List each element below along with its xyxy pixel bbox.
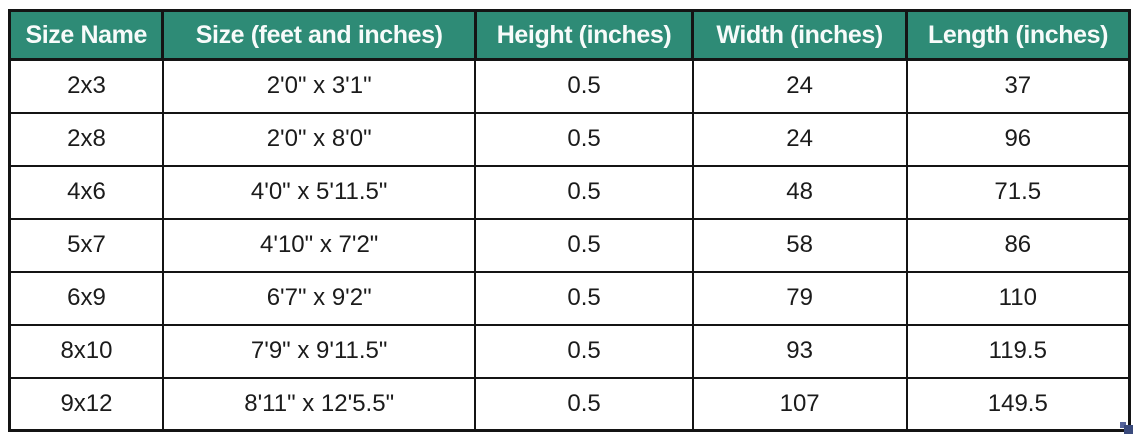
table-cell: 8x10 bbox=[8, 323, 164, 379]
table-cell: 2'0" x 8'0" bbox=[161, 111, 477, 167]
column-header-height: Height (inches) bbox=[473, 9, 695, 61]
table-cell: 4x6 bbox=[8, 164, 164, 220]
resize-handle-corner bbox=[1124, 425, 1133, 434]
table-cell: 110 bbox=[905, 270, 1131, 326]
table-cell: 2x3 bbox=[8, 58, 164, 114]
table-cell: 0.5 bbox=[474, 376, 694, 432]
table-cell: 48 bbox=[691, 164, 908, 220]
table-cell: 107 bbox=[691, 376, 908, 432]
table-cell: 4'0" x 5'11.5" bbox=[161, 164, 477, 220]
table-cell: 4'10" x 7'2" bbox=[161, 217, 477, 273]
table-cell: 71.5 bbox=[905, 164, 1131, 220]
table-cell: 0.5 bbox=[474, 323, 694, 379]
table-cell: 7'9" x 9'11.5" bbox=[161, 323, 477, 379]
table-cell: 119.5 bbox=[905, 323, 1131, 379]
rug-size-table: Size Name Size (feet and inches) Height … bbox=[7, 9, 1131, 432]
table-cell: 6'7" x 9'2" bbox=[161, 270, 477, 326]
table-row: 8x10 7'9" x 9'11.5" 0.5 93 119.5 bbox=[8, 323, 1131, 379]
table-cell: 0.5 bbox=[474, 270, 694, 326]
table-row: 2x3 2'0" x 3'1" 0.5 24 37 bbox=[8, 58, 1131, 114]
table-cell: 2x8 bbox=[8, 111, 164, 167]
table-cell: 79 bbox=[691, 270, 908, 326]
table-cell: 2'0" x 3'1" bbox=[161, 58, 477, 114]
table-cell: 5x7 bbox=[8, 217, 164, 273]
column-header-width: Width (inches) bbox=[691, 9, 909, 61]
table-cell: 0.5 bbox=[474, 58, 694, 114]
table-cell: 149.5 bbox=[905, 376, 1131, 432]
table-cell: 86 bbox=[905, 217, 1131, 273]
table-cell: 24 bbox=[691, 58, 908, 114]
table-row: 9x12 8'11" x 12'5.5" 0.5 107 149.5 bbox=[8, 376, 1131, 432]
table-cell: 0.5 bbox=[474, 111, 694, 167]
table-cell: 93 bbox=[691, 323, 908, 379]
table-row: 2x8 2'0" x 8'0" 0.5 24 96 bbox=[8, 111, 1131, 167]
resize-handle-step bbox=[1120, 422, 1126, 428]
column-header-length: Length (inches) bbox=[905, 9, 1131, 61]
header-row: Size Name Size (feet and inches) Height … bbox=[7, 9, 1131, 61]
table-cell: 6x9 bbox=[8, 270, 164, 326]
table-cell: 37 bbox=[905, 58, 1131, 114]
column-header-size-ft-in: Size (feet and inches) bbox=[161, 9, 477, 61]
table-cell: 0.5 bbox=[474, 217, 694, 273]
column-header-size-name: Size Name bbox=[7, 9, 165, 61]
table-cell: 24 bbox=[691, 111, 908, 167]
table-row: 6x9 6'7" x 9'2" 0.5 79 110 bbox=[8, 270, 1131, 326]
table-cell: 9x12 bbox=[8, 376, 164, 432]
table-row: 5x7 4'10" x 7'2" 0.5 58 86 bbox=[8, 217, 1131, 273]
table-cell: 8'11" x 12'5.5" bbox=[161, 376, 477, 432]
table-row: 4x6 4'0" x 5'11.5" 0.5 48 71.5 bbox=[8, 164, 1131, 220]
resize-handle-icon bbox=[1118, 420, 1133, 434]
table-cell: 96 bbox=[905, 111, 1131, 167]
table-cell: 0.5 bbox=[474, 164, 694, 220]
table-cell: 58 bbox=[691, 217, 908, 273]
